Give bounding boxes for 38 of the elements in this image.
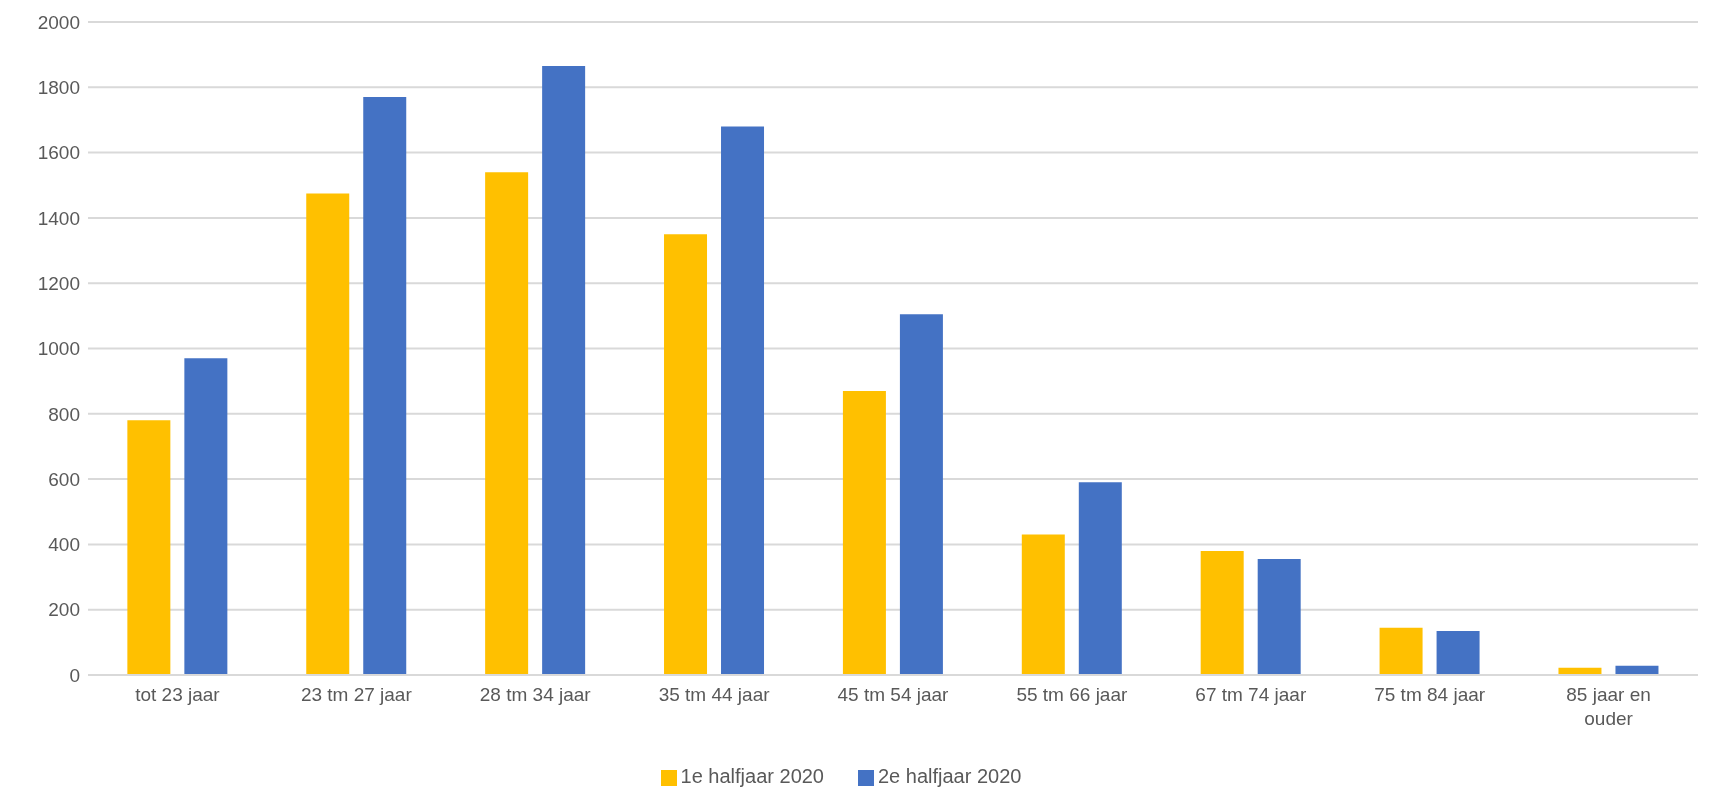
bar xyxy=(664,234,708,675)
legend-label: 2e halfjaar 2020 xyxy=(878,765,1022,787)
bar xyxy=(1436,630,1480,675)
bar xyxy=(127,420,171,675)
x-tick-label: 55 tm 66 jaar xyxy=(1016,684,1128,705)
y-tick-label: 2000 xyxy=(37,11,80,33)
bar xyxy=(899,314,943,675)
bar xyxy=(1078,482,1122,675)
y-tick-label: 200 xyxy=(48,599,80,621)
x-tick-label: 45 tm 54 jaar xyxy=(837,684,950,705)
y-tick-label: 0 xyxy=(69,664,80,686)
y-tick-label: 400 xyxy=(48,534,80,556)
bar xyxy=(1379,627,1423,675)
x-tick-label: tot 23 jaar xyxy=(135,684,221,705)
y-tick-label: 1200 xyxy=(37,272,80,294)
bar xyxy=(842,390,886,675)
bar xyxy=(1257,559,1301,675)
x-tick-label: 28 tm 34 jaar xyxy=(479,684,592,705)
bar xyxy=(363,97,407,675)
bar xyxy=(485,172,529,675)
y-tick-label: 800 xyxy=(48,403,80,425)
bar xyxy=(542,66,586,675)
bar xyxy=(1021,534,1065,675)
y-tick-label: 1000 xyxy=(37,338,80,360)
y-tick-label: 1800 xyxy=(37,77,80,99)
x-tick-label: 75 tm 84 jaar xyxy=(1374,684,1486,705)
bar xyxy=(184,358,228,675)
legend-label: 1e halfjaar 2020 xyxy=(680,765,824,787)
x-tick-label: 35 tm 44 jaar xyxy=(658,684,771,705)
bar xyxy=(1200,550,1244,675)
y-tick-label: 600 xyxy=(48,468,80,490)
y-tick-label: 1600 xyxy=(37,142,80,164)
x-tick-label: 85 jaar en ouder xyxy=(1566,684,1651,729)
x-tick-label: 67 tm 74 jaar xyxy=(1195,684,1307,705)
x-tick-label: 23 tm 27 jaar xyxy=(300,684,413,705)
bar xyxy=(721,126,765,675)
bar xyxy=(306,193,350,675)
y-tick-label: 1400 xyxy=(37,207,80,229)
